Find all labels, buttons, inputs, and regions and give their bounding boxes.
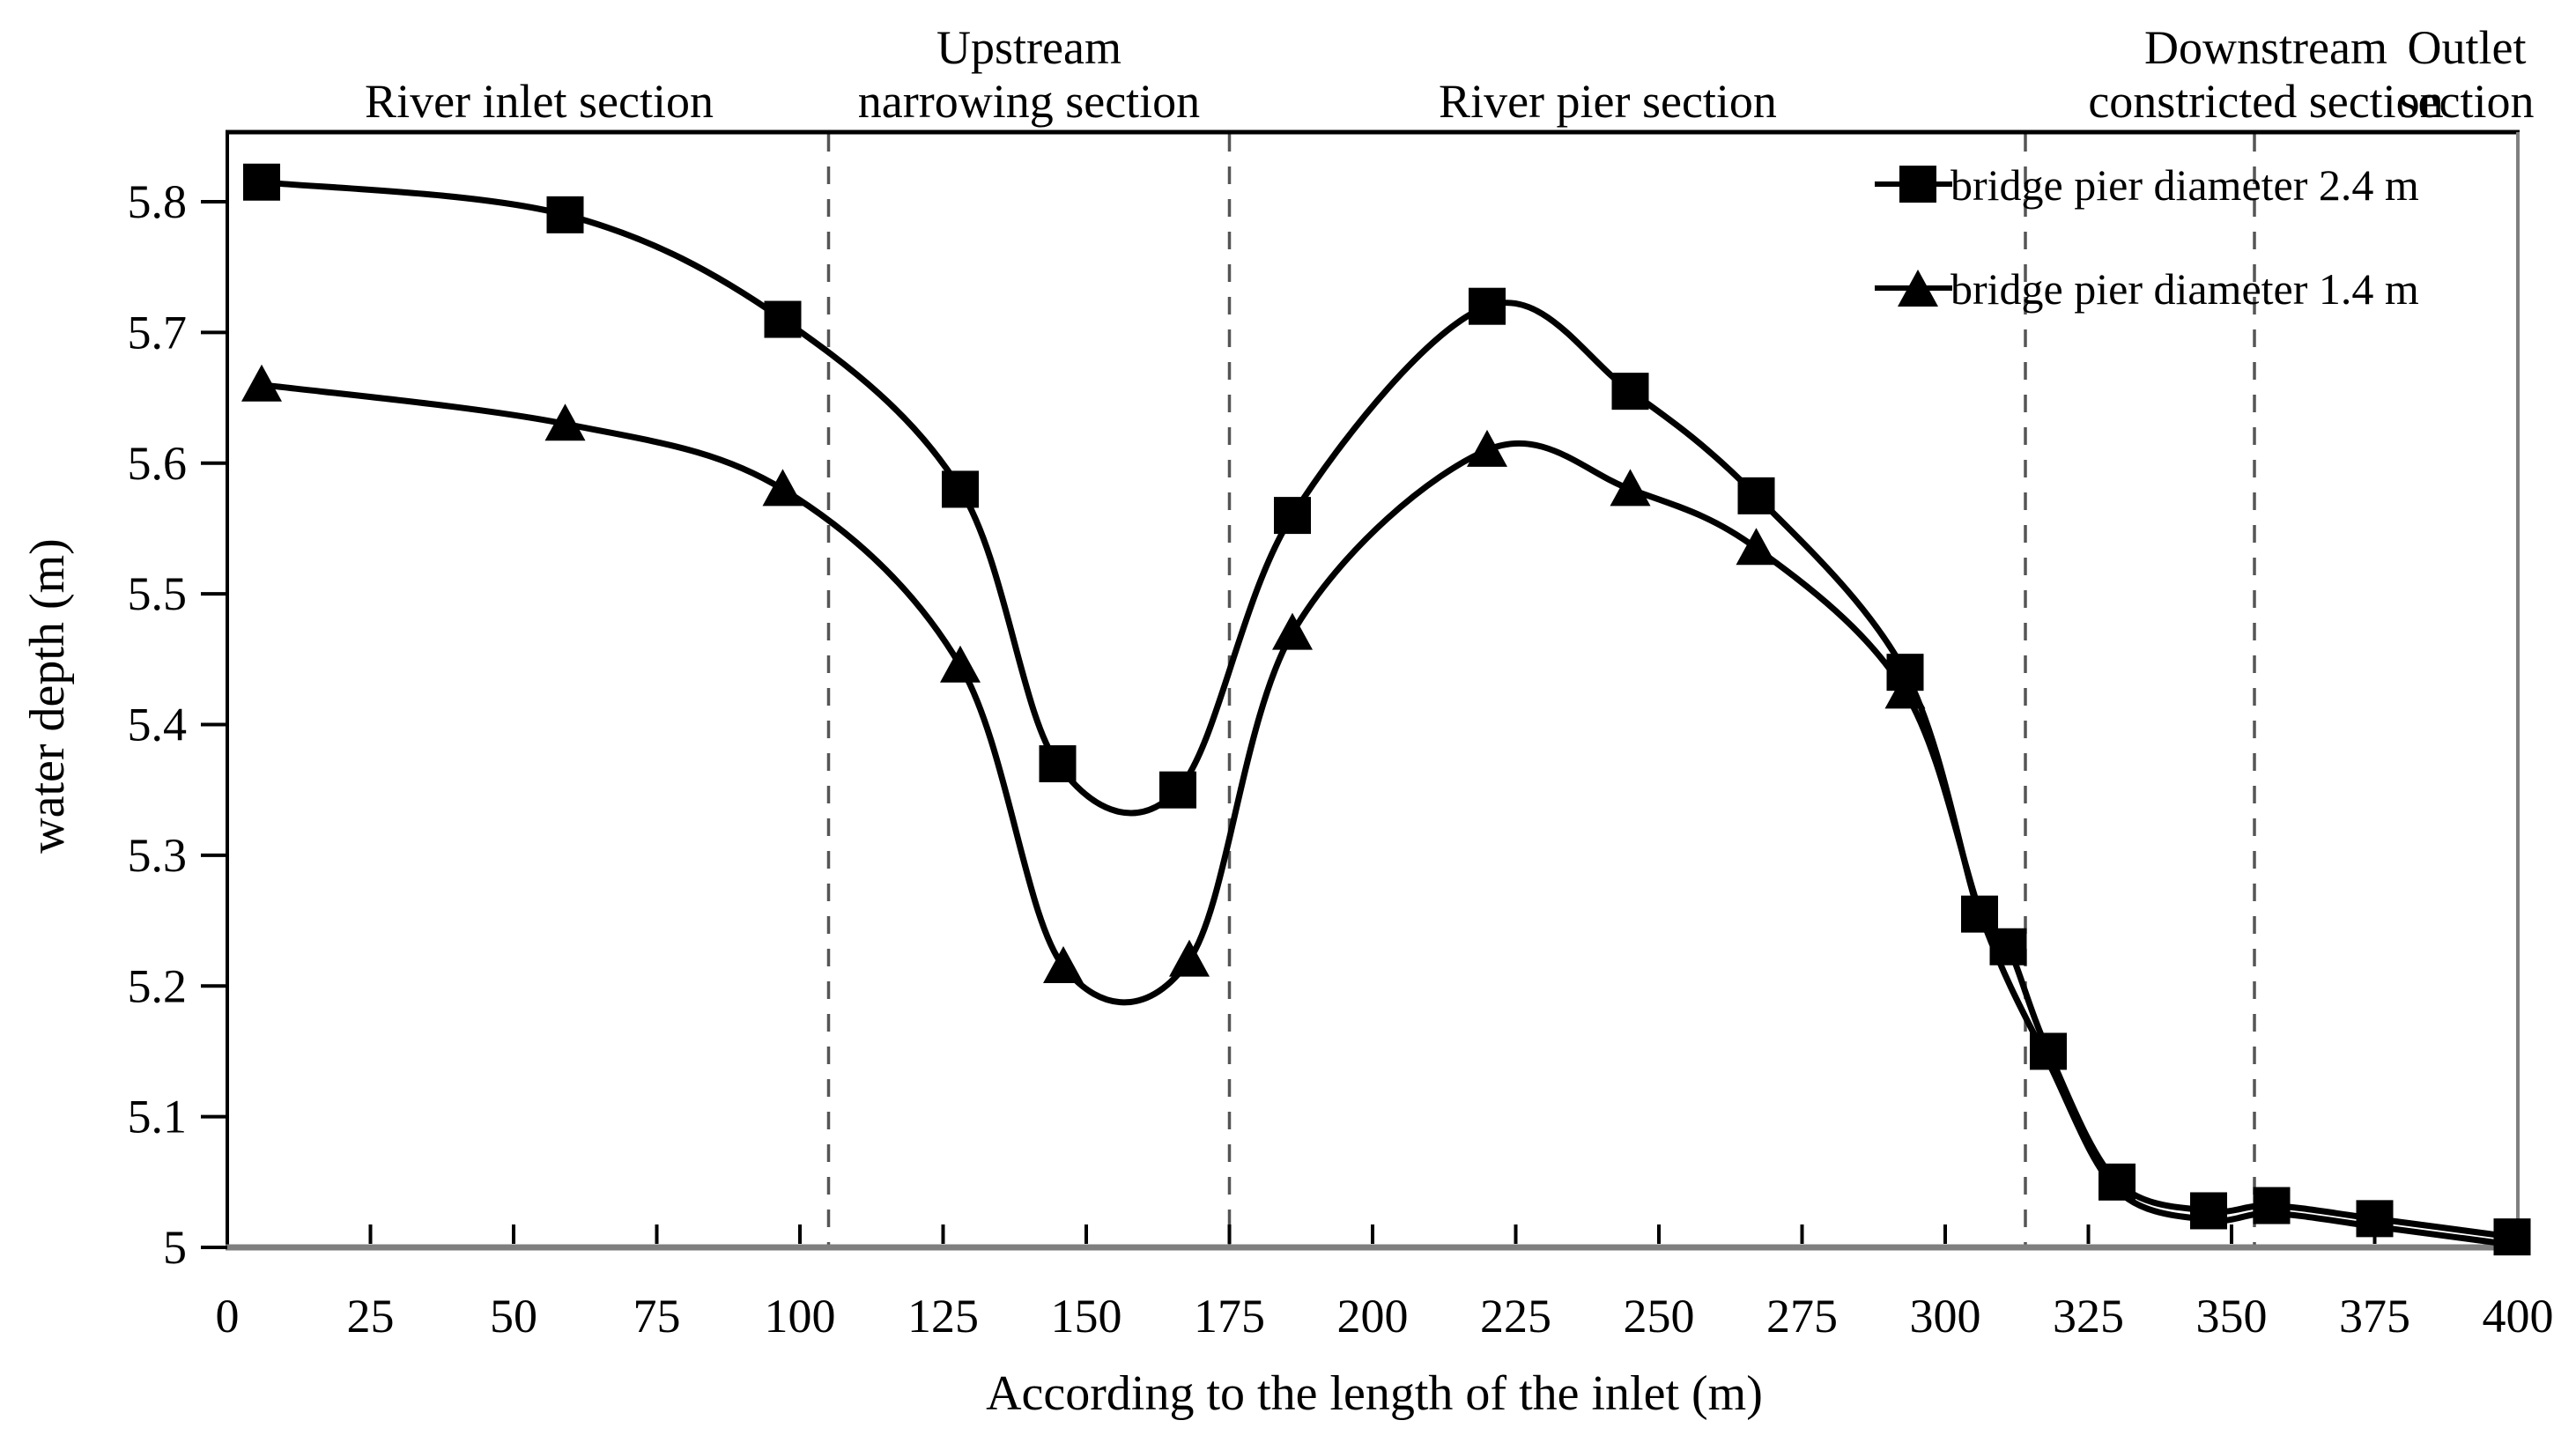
x-tick-label: 375 [2339,1290,2410,1343]
square-marker [2099,1163,2136,1201]
x-tick-label: 50 [490,1290,537,1343]
section-label: River pier section [1439,75,1777,128]
x-tick-label: 300 [1910,1290,1981,1343]
series-curve-triangle [258,381,2515,1248]
triangle-marker [1272,612,1313,650]
y-tick-label: 5.4 [128,699,188,751]
square-marker [2190,1192,2227,1230]
y-tick-label: 5.7 [128,306,188,359]
x-tick-label: 325 [2053,1290,2124,1343]
square-marker [1159,771,1196,809]
x-tick-label: 0 [216,1290,240,1343]
y-axis-title: water depth (m) [20,538,75,854]
section-label: Upstream [936,21,1121,74]
x-tick-label: 100 [765,1290,836,1343]
section-label: Downstream [2144,21,2387,74]
legend-entry-1.4m: bridge pier diameter 1.4 m [1951,264,2419,314]
square-marker [1274,497,1311,535]
y-tick-label: 5.5 [128,567,188,620]
x-tick-label: 125 [907,1290,979,1343]
y-tick-label: 5.1 [128,1091,188,1143]
legend-triangle-icon [1898,270,1938,307]
legend-entry-2.4m: bridge pier diameter 2.4 m [1951,160,2419,210]
square-marker [2253,1187,2291,1224]
square-marker [1469,287,1506,325]
legend-square-icon [1899,166,1936,203]
square-marker [2493,1218,2531,1256]
x-tick-label: 75 [633,1290,681,1343]
y-tick-label: 5 [163,1221,187,1274]
square-marker [243,163,280,201]
square-marker [764,300,802,338]
triangle-marker [1736,528,1777,566]
y-tick-label: 5.8 [128,175,188,228]
square-marker [2030,1032,2067,1070]
section-label: Outlet [2408,21,2527,74]
series-curve-square [258,179,2515,1240]
x-tick-label: 175 [1194,1290,1265,1343]
section-label: constricted section [2088,75,2443,128]
triangle-marker [1043,945,1084,983]
square-marker [1989,928,2027,965]
x-tick-label: 250 [1624,1290,1695,1343]
section-label: River inlet section [365,75,714,128]
triangle-marker [1610,469,1651,507]
x-tick-label: 225 [1480,1290,1551,1343]
triangle-marker [241,364,282,402]
square-marker [1039,745,1077,783]
square-marker [942,470,979,508]
triangle-marker [544,403,586,441]
square-marker [1961,895,1998,933]
x-tick-label: 150 [1051,1290,1122,1343]
square-marker [1737,477,1775,514]
triangle-marker [762,469,803,507]
x-tick-label: 400 [2483,1290,2554,1343]
x-axis-title: According to the length of the inlet (m) [986,1366,1763,1421]
section-label: narrowing section [858,75,1200,128]
section-label: section [2400,75,2535,128]
triangle-marker [1467,429,1507,467]
x-tick-label: 275 [1766,1290,1838,1343]
y-tick-label: 5.3 [128,829,188,882]
x-tick-label: 350 [2196,1290,2268,1343]
square-marker [2356,1200,2394,1238]
triangle-marker [940,645,981,683]
triangle-marker [1169,939,1210,977]
square-marker [1611,373,1649,411]
x-tick-label: 25 [347,1290,395,1343]
square-marker [1886,654,1924,692]
y-tick-label: 5.6 [128,437,188,490]
x-tick-label: 200 [1337,1290,1409,1343]
y-tick-label: 5.2 [128,959,188,1012]
square-marker [546,196,584,233]
